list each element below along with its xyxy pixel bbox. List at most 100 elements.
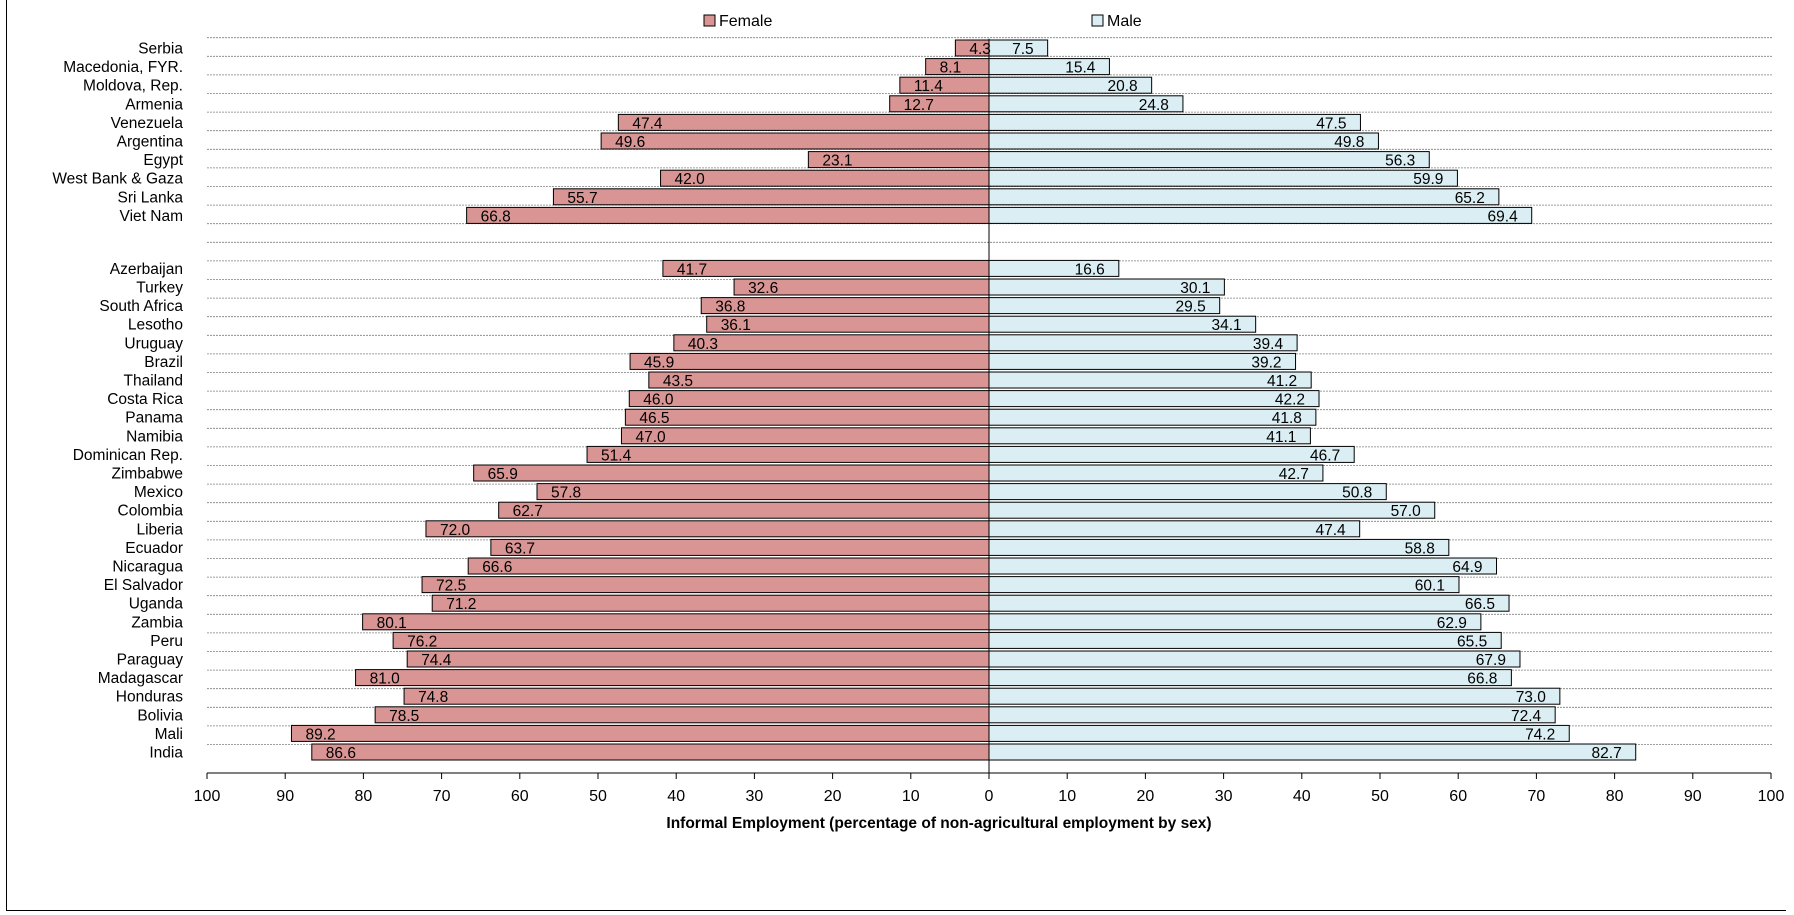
x-tick-label: 50 bbox=[1371, 788, 1389, 805]
x-tick-label: 60 bbox=[511, 788, 529, 805]
male-value-label: 41.1 bbox=[1266, 429, 1296, 446]
female-bar bbox=[425, 520, 990, 538]
country-label: Argentina bbox=[117, 134, 184, 151]
female-bar bbox=[628, 390, 990, 408]
country-label: Namibia bbox=[126, 428, 183, 445]
country-label: Mexico bbox=[134, 484, 183, 501]
male-value-label: 29.5 bbox=[1176, 299, 1206, 316]
male-value-label: 42.2 bbox=[1275, 392, 1305, 409]
female-bar bbox=[290, 724, 990, 742]
female-bar bbox=[466, 206, 990, 224]
male-value-label: 57.0 bbox=[1391, 503, 1422, 520]
male-bar bbox=[988, 520, 1361, 538]
country-label: Armenia bbox=[125, 96, 183, 113]
female-bar bbox=[490, 538, 990, 556]
female-value-label: 63.7 bbox=[505, 540, 535, 557]
female-value-label: 74.8 bbox=[418, 689, 448, 706]
female-bar bbox=[662, 259, 990, 277]
male-value-label: 39.4 bbox=[1253, 336, 1284, 353]
male-bar bbox=[988, 169, 1458, 187]
labels: Serbia 4.3 7.5 Macedonia, FYR. 8.1 15.4 Moldov… bbox=[52, 41, 1621, 763]
male-bar bbox=[988, 669, 1512, 687]
x-tick-label: 20 bbox=[1137, 788, 1155, 805]
female-value-label: 72.0 bbox=[440, 522, 471, 539]
female-bar bbox=[355, 669, 990, 687]
male-bar bbox=[988, 188, 1500, 206]
female-value-label: 4.3 bbox=[969, 41, 991, 58]
male-bar bbox=[988, 594, 1510, 612]
country-label: Azerbaijan bbox=[110, 261, 183, 278]
female-value-label: 62.7 bbox=[513, 503, 543, 520]
female-value-label: 23.1 bbox=[822, 153, 852, 170]
legend-label: Male bbox=[1107, 13, 1142, 30]
x-tick-label: 50 bbox=[589, 788, 607, 805]
female-value-label: 66.8 bbox=[481, 208, 511, 225]
male-bar bbox=[988, 613, 1482, 631]
country-label: Bolivia bbox=[137, 707, 183, 724]
male-value-label: 47.4 bbox=[1315, 522, 1346, 539]
female-bar bbox=[467, 557, 990, 575]
country-label: Sri Lanka bbox=[118, 189, 184, 206]
male-value-label: 24.8 bbox=[1139, 97, 1169, 114]
male-value-label: 42.7 bbox=[1279, 466, 1309, 483]
x-tick-label: 90 bbox=[276, 788, 294, 805]
country-label: Uganda bbox=[129, 596, 184, 613]
male-bar bbox=[988, 352, 1297, 370]
male-value-label: 73.0 bbox=[1516, 689, 1547, 706]
male-value-label: 62.9 bbox=[1437, 615, 1467, 632]
country-label: West Bank & Gaza bbox=[52, 171, 183, 188]
female-bar bbox=[629, 352, 990, 370]
male-value-label: 59.9 bbox=[1413, 171, 1443, 188]
male-value-label: 15.4 bbox=[1065, 60, 1096, 77]
male-value-label: 30.1 bbox=[1180, 280, 1210, 297]
female-value-label: 76.2 bbox=[407, 633, 437, 650]
male-bar bbox=[988, 445, 1355, 463]
female-value-label: 66.6 bbox=[482, 559, 512, 576]
male-value-label: 67.9 bbox=[1476, 652, 1506, 669]
female-value-label: 47.0 bbox=[635, 429, 666, 446]
female-value-label: 47.4 bbox=[632, 115, 663, 132]
female-bar bbox=[673, 334, 990, 352]
x-tick-label: 40 bbox=[667, 788, 685, 805]
female-value-label: 86.6 bbox=[326, 745, 356, 762]
female-value-label: 43.5 bbox=[663, 373, 693, 390]
male-value-label: 49.8 bbox=[1334, 134, 1364, 151]
male-value-label: 66.5 bbox=[1465, 596, 1495, 613]
legend-swatch bbox=[1091, 14, 1104, 27]
male-bar bbox=[988, 687, 1561, 705]
male-value-label: 39.2 bbox=[1251, 354, 1281, 371]
male-bar bbox=[988, 464, 1324, 482]
male-bar bbox=[988, 390, 1320, 408]
female-value-label: 36.1 bbox=[721, 317, 751, 334]
female-value-label: 36.8 bbox=[715, 299, 745, 316]
x-tick-label: 80 bbox=[355, 788, 373, 805]
country-label: Serbia bbox=[138, 41, 183, 58]
country-label: Nicaragua bbox=[112, 559, 183, 576]
country-label: Turkey bbox=[136, 280, 183, 297]
male-bar bbox=[988, 576, 1460, 594]
male-bar bbox=[988, 151, 1430, 169]
x-tick-label: 40 bbox=[1293, 788, 1311, 805]
x-tick-label: 10 bbox=[1058, 788, 1076, 805]
country-label: Colombia bbox=[118, 503, 184, 520]
female-value-label: 78.5 bbox=[389, 708, 419, 725]
x-tick-label: 30 bbox=[746, 788, 764, 805]
male-value-label: 7.5 bbox=[1012, 41, 1034, 58]
country-label: Costa Rica bbox=[107, 391, 183, 408]
female-bar bbox=[473, 464, 990, 482]
female-value-label: 72.5 bbox=[436, 578, 466, 595]
female-bar bbox=[552, 188, 990, 206]
male-bar bbox=[988, 706, 1556, 724]
female-value-label: 74.4 bbox=[421, 652, 452, 669]
x-axis-title: Informal Employment (percentage of non-a… bbox=[666, 815, 1211, 832]
country-label: Honduras bbox=[116, 689, 183, 706]
country-label: Thailand bbox=[124, 373, 183, 390]
country-label: South Africa bbox=[99, 298, 183, 315]
male-value-label: 65.2 bbox=[1455, 190, 1485, 207]
country-label: Panama bbox=[125, 410, 183, 427]
country-label: Zimbabwe bbox=[112, 466, 184, 483]
x-tick-label: 20 bbox=[824, 788, 842, 805]
female-value-label: 41.7 bbox=[677, 261, 707, 278]
country-label: Madagascar bbox=[98, 670, 183, 687]
